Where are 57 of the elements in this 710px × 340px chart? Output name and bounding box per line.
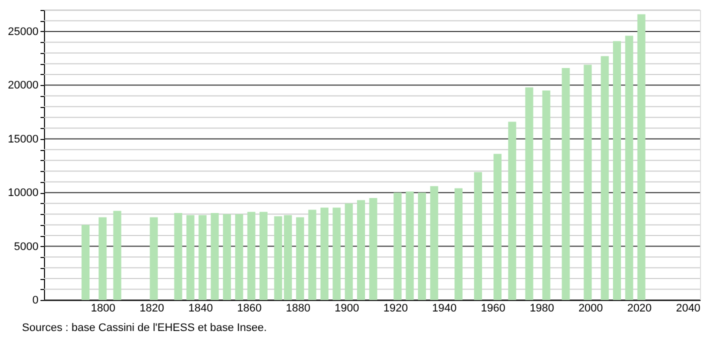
bar xyxy=(562,68,570,300)
bar xyxy=(274,216,282,300)
bar xyxy=(113,210,122,300)
y-tick-label: 15000 xyxy=(8,133,38,146)
bar xyxy=(82,224,90,300)
x-tick-label: 1820 xyxy=(140,302,164,314)
bar xyxy=(150,217,158,300)
x-tick-label: 2000 xyxy=(578,302,603,314)
bar xyxy=(222,214,231,300)
bar xyxy=(174,213,182,300)
bar xyxy=(198,215,207,300)
y-tick-label: 25000 xyxy=(8,26,38,38)
x-tick-label: 2020 xyxy=(627,302,652,314)
bar xyxy=(542,90,550,300)
bar xyxy=(508,122,516,300)
x-tick-label: 1860 xyxy=(237,302,262,314)
x-tick-label: 1900 xyxy=(334,302,360,314)
x-tick-label: 1800 xyxy=(90,302,116,314)
bar xyxy=(494,154,502,300)
bar xyxy=(600,56,609,300)
bar xyxy=(344,203,353,300)
bar xyxy=(98,217,107,300)
bar xyxy=(625,36,634,300)
bar xyxy=(525,87,534,300)
y-tick-label: 10000 xyxy=(8,187,38,200)
bar xyxy=(320,208,328,300)
bar xyxy=(612,41,621,300)
x-tick-label: 1980 xyxy=(530,302,554,314)
source-note: Sources : base Cassini de l'EHESS et base Insee. xyxy=(22,322,267,334)
bar xyxy=(235,214,244,300)
bar xyxy=(186,215,194,300)
x-tick-label: 2040 xyxy=(676,302,700,314)
x-tick-label: 1840 xyxy=(188,302,213,314)
y-tick-label: 5000 xyxy=(14,240,38,253)
bar xyxy=(247,212,256,300)
x-tick-label: 1940 xyxy=(432,302,457,314)
x-tick-label: 1880 xyxy=(286,302,310,314)
bar xyxy=(332,208,341,300)
bar xyxy=(584,64,592,300)
bar xyxy=(210,213,219,300)
bar xyxy=(369,198,378,300)
bar xyxy=(474,172,482,300)
y-tick-label: 20000 xyxy=(8,80,38,92)
bar xyxy=(637,14,646,300)
x-tick-label: 1960 xyxy=(480,302,506,314)
bar xyxy=(406,192,414,300)
bar xyxy=(260,212,268,300)
bar xyxy=(418,192,426,300)
bar xyxy=(454,188,463,300)
y-tick-label: 0 xyxy=(32,294,38,306)
bar xyxy=(296,217,304,300)
bar xyxy=(308,210,316,300)
bar xyxy=(284,215,292,300)
bar xyxy=(430,186,438,300)
bar xyxy=(357,200,366,300)
bar xyxy=(394,192,402,300)
x-tick-label: 1920 xyxy=(383,302,408,314)
